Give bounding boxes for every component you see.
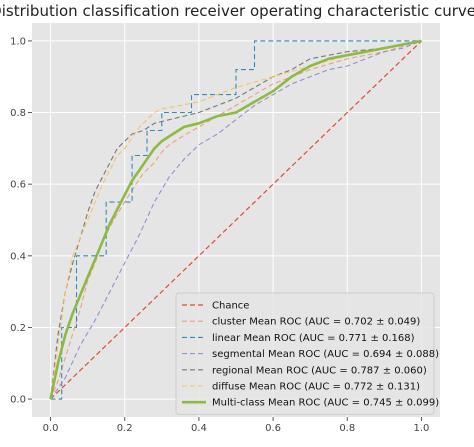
legend-box bbox=[175, 292, 435, 415]
x-tick-label: 0.2 bbox=[117, 423, 133, 434]
y-tick-label: 0.8 bbox=[10, 108, 26, 119]
legend-label: Chance bbox=[212, 301, 249, 312]
x-tick-label: 0.4 bbox=[191, 423, 207, 434]
y-tick-label: 0.2 bbox=[10, 323, 26, 334]
series-lines bbox=[49, 39, 422, 400]
x-tick-label: 0.6 bbox=[265, 423, 281, 434]
x-tick-label: 0.0 bbox=[43, 423, 59, 434]
series-line-0 bbox=[50, 40, 422, 400]
legend-label: regional Mean ROC (AUC = 0.787 ± 0.060) bbox=[212, 365, 427, 376]
series-line-5 bbox=[49, 40, 422, 400]
x-tick-label: 1.0 bbox=[414, 423, 430, 434]
x-tick-label: 0.8 bbox=[339, 423, 355, 434]
legend-label: linear Mean ROC (AUC = 0.771 ± 0.168) bbox=[212, 333, 415, 344]
x-axis: 0.0 0.2 0.4 0.6 0.8 1.0 bbox=[43, 417, 430, 434]
series-line-1 bbox=[49, 40, 422, 400]
series-line-6 bbox=[49, 39, 422, 400]
legend-label: cluster Mean ROC (AUC = 0.702 ± 0.049) bbox=[212, 317, 420, 328]
legend-label: Multi-class Mean ROC (AUC = 0.745 ± 0.09… bbox=[212, 398, 439, 409]
series-line-3 bbox=[50, 40, 422, 400]
legend-label: diffuse Mean ROC (AUC = 0.772 ± 0.131) bbox=[212, 382, 420, 393]
y-axis: 0.0 0.2 0.4 0.6 0.8 1.0 bbox=[10, 36, 32, 406]
legend: Chance cluster Mean ROC (AUC = 0.702 ± 0.… bbox=[175, 292, 439, 415]
y-tick-label: 1.0 bbox=[10, 36, 26, 47]
legend-label: segmental Mean ROC (AUC = 0.694 ± 0.088) bbox=[212, 349, 439, 360]
y-tick-label: 0.6 bbox=[10, 180, 26, 191]
chart-title: Distribution classification receiver ope… bbox=[0, 2, 474, 20]
y-tick-label: 0.4 bbox=[10, 251, 26, 262]
series-line-2 bbox=[50, 40, 422, 400]
y-tick-label: 0.0 bbox=[10, 395, 26, 406]
